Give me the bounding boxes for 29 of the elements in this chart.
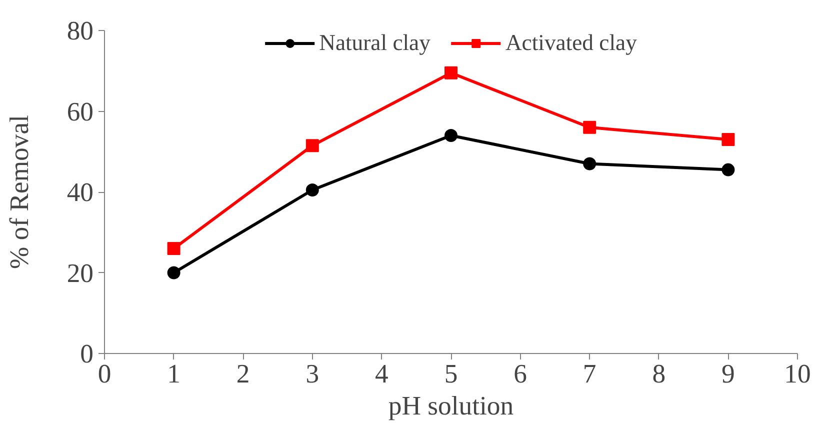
y-tick-label: 80 [66, 16, 94, 46]
x-axis-title: pH solution [388, 390, 514, 420]
legend-label: Natural clay [319, 30, 430, 56]
x-tick-label: 4 [375, 358, 388, 388]
point [722, 133, 735, 146]
x-tick-label: 2 [236, 358, 250, 388]
y-axis-title: % of Removal [4, 115, 34, 269]
x-tick-label: 8 [652, 358, 666, 388]
y-tick-label: 20 [66, 258, 94, 288]
x-tick-label: 6 [514, 358, 527, 388]
x-tick-label: 7 [582, 358, 596, 388]
point [167, 266, 180, 280]
legend-label: Activated clay [505, 30, 637, 56]
x-tick-label: 3 [306, 358, 320, 388]
y-tick-label: 40 [66, 177, 94, 207]
point [444, 66, 458, 80]
x-tick-label: 5 [444, 358, 458, 388]
point [722, 163, 735, 176]
point [444, 128, 458, 142]
x-tick-label: 1 [167, 358, 180, 388]
x-tick-label: 10 [784, 358, 811, 388]
point [306, 139, 319, 152]
point [306, 183, 319, 196]
point [583, 157, 596, 170]
point [583, 120, 596, 134]
x-tick-label: 9 [722, 358, 735, 388]
point [167, 242, 180, 256]
y-tick-label: 0 [80, 338, 94, 368]
y-tick-label: 60 [66, 96, 94, 126]
